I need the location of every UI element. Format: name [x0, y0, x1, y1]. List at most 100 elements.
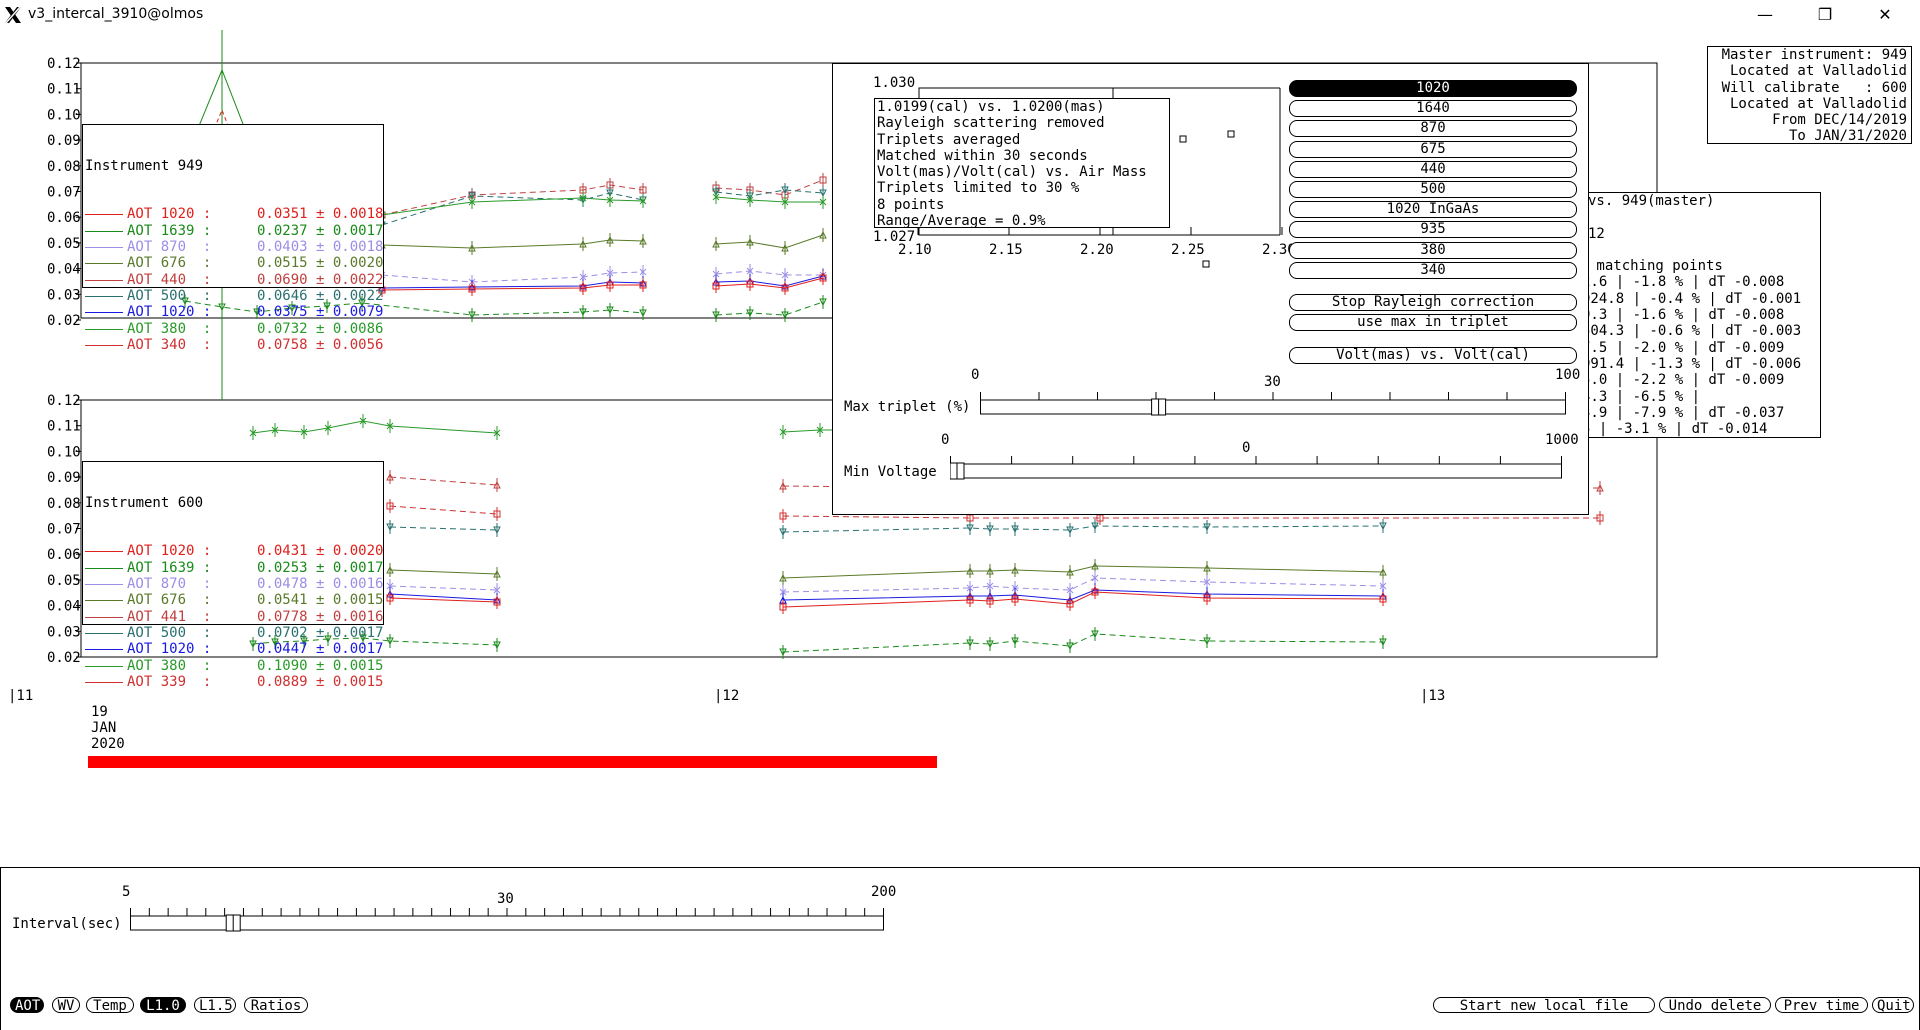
- y-tick-label: 0.07: [47, 185, 81, 201]
- data-point: [1379, 595, 1387, 603]
- prev-time-button[interactable]: Prev time: [1775, 997, 1868, 1014]
- wavelength-button-440[interactable]: 440: [1289, 160, 1577, 178]
- legend-entry: AOT 1639 : 0.0253 ± 0.0017: [83, 560, 383, 576]
- mode-button-l15[interactable]: L1.5: [194, 997, 236, 1014]
- cal-info-line: Rayleigh scattering removed: [877, 115, 1105, 132]
- wavelength-button-1640[interactable]: 1640: [1289, 100, 1577, 118]
- legend-marker-icon: [85, 584, 123, 586]
- legend-entry: AOT 1020 : 0.0375 ± 0.0079: [83, 304, 383, 320]
- mode-button-wv[interactable]: WV: [52, 997, 80, 1014]
- data-point: [986, 597, 994, 605]
- quit-button[interactable]: Quit: [1872, 997, 1914, 1014]
- data-point: [1203, 637, 1211, 646]
- data-point: [386, 502, 394, 510]
- wavelength-button-935[interactable]: 935: [1289, 221, 1577, 239]
- minimize-button[interactable]: —: [1757, 5, 1773, 24]
- cal-x-tick-label: 2.25: [1171, 242, 1205, 258]
- data-point: [493, 641, 501, 650]
- min-voltage-slider[interactable]: [950, 452, 1562, 482]
- y-tick-label: 0.05: [47, 573, 81, 589]
- data-point: [639, 197, 647, 205]
- data-point: [181, 297, 189, 306]
- max-triplet-min: 0: [971, 367, 980, 383]
- wavelength-button-675[interactable]: 675: [1289, 140, 1577, 158]
- wavelength-button-340[interactable]: 340: [1289, 261, 1577, 279]
- mode-button-l10[interactable]: L1.0: [140, 997, 186, 1014]
- y-tick-label: 0.02: [47, 313, 81, 329]
- cal-info-line: Triplets limited to 30 %: [877, 180, 1080, 197]
- data-point: [779, 528, 787, 537]
- data-point: [271, 638, 279, 647]
- series-line: [389, 585, 498, 591]
- interval-slider[interactable]: [130, 904, 884, 934]
- legend-value: 0.0778 ± 0.0016: [257, 608, 384, 625]
- wavelength-button-1020-ingaas[interactable]: 1020 InGaAs: [1289, 201, 1577, 219]
- data-point: [712, 282, 720, 290]
- wavelength-button-870[interactable]: 870: [1289, 120, 1577, 138]
- data-point: [493, 569, 501, 578]
- data-point: [1096, 514, 1104, 522]
- min-voltage-value: 0: [1242, 440, 1251, 456]
- data-point: [493, 598, 501, 606]
- use-max-triplet-button[interactable]: use max in triplet: [1289, 314, 1577, 331]
- data-point: [746, 237, 754, 246]
- data-point: [606, 306, 614, 315]
- data-point: [816, 426, 824, 434]
- data-point: [779, 648, 787, 657]
- undo-delete-button[interactable]: Undo delete: [1659, 997, 1771, 1014]
- data-point: [639, 309, 647, 318]
- time-range-bar[interactable]: [88, 756, 937, 768]
- data-point: [639, 268, 647, 276]
- legend-entry: AOT 500 : 0.0702 ± 0.0017: [83, 625, 383, 641]
- series-line: [782, 577, 1384, 593]
- y-tick-label: 0.03: [47, 287, 81, 303]
- legend-label: AOT 1020 :: [127, 543, 212, 560]
- data-point: [579, 308, 587, 317]
- legend-label: AOT 440 :: [127, 271, 212, 288]
- stop-rayleigh-button[interactable]: Stop Rayleigh correction: [1289, 294, 1577, 311]
- start-new-local-file-button[interactable]: Start new local file: [1433, 997, 1655, 1014]
- data-point: [712, 270, 720, 278]
- mode-button-temp[interactable]: Temp: [86, 997, 134, 1014]
- data-point: [1203, 578, 1211, 586]
- data-point: [606, 189, 614, 198]
- series-line: [715, 196, 823, 203]
- legend-label: AOT 500 :: [127, 624, 212, 641]
- max-triplet-slider[interactable]: [980, 388, 1566, 418]
- mode-button-ratios[interactable]: Ratios: [244, 997, 308, 1014]
- series-line: [782, 633, 1384, 653]
- legend-value: 0.0375 ± 0.0079: [257, 304, 384, 321]
- legend-label: AOT 870 :: [127, 239, 212, 256]
- restore-button[interactable]: ❐: [1817, 5, 1833, 24]
- wavelength-button-500[interactable]: 500: [1289, 181, 1577, 198]
- data-point: [1066, 642, 1074, 651]
- data-point: [781, 284, 789, 292]
- data-point: [781, 271, 789, 279]
- volt-toggle-button[interactable]: Volt(mas) vs. Volt(cal): [1289, 347, 1577, 364]
- wavelength-button-1020[interactable]: 1020: [1289, 80, 1577, 97]
- data-point: [324, 424, 332, 432]
- calibration-results-box: vs. 949(master) 12 matching points 2.6 | …: [1587, 192, 1821, 438]
- top-y-ticks: 0.12 0.11 0.10 0.09 0.08 0.07 0.06 0.05 0.04 0.03…: [47, 56, 81, 329]
- y-tick-label: 0.06: [47, 547, 81, 563]
- legend-entry: AOT 500 : 0.0646 ± 0.0022: [83, 288, 383, 304]
- mode-button-aot[interactable]: AOT: [10, 997, 44, 1014]
- y-tick-label: 0.08: [47, 496, 81, 512]
- wavelength-button-380[interactable]: 380: [1289, 241, 1577, 259]
- legend-label: AOT 676 :: [127, 255, 212, 272]
- result-row: 5 | -3.1 % | dT -0.014: [1587, 421, 1768, 438]
- y-tick-label: 0.07: [47, 522, 81, 538]
- data-point: [386, 582, 394, 590]
- legend-value: 0.0478 ± 0.0016: [257, 576, 384, 593]
- legend-label: AOT 500 :: [127, 287, 212, 304]
- cal-info-line: Matched within 30 seconds: [877, 147, 1088, 164]
- data-point: [1596, 483, 1604, 492]
- series-line: [389, 505, 498, 515]
- cal-info-line: 1.0199(cal) vs. 1.0200(mas): [877, 99, 1105, 115]
- series-line: [715, 234, 824, 249]
- data-point: [966, 596, 974, 604]
- cal-x-tick-label: 2.20: [1080, 242, 1114, 258]
- data-point: [1066, 586, 1074, 594]
- close-button[interactable]: ✕: [1878, 5, 1892, 24]
- data-point: [606, 281, 614, 289]
